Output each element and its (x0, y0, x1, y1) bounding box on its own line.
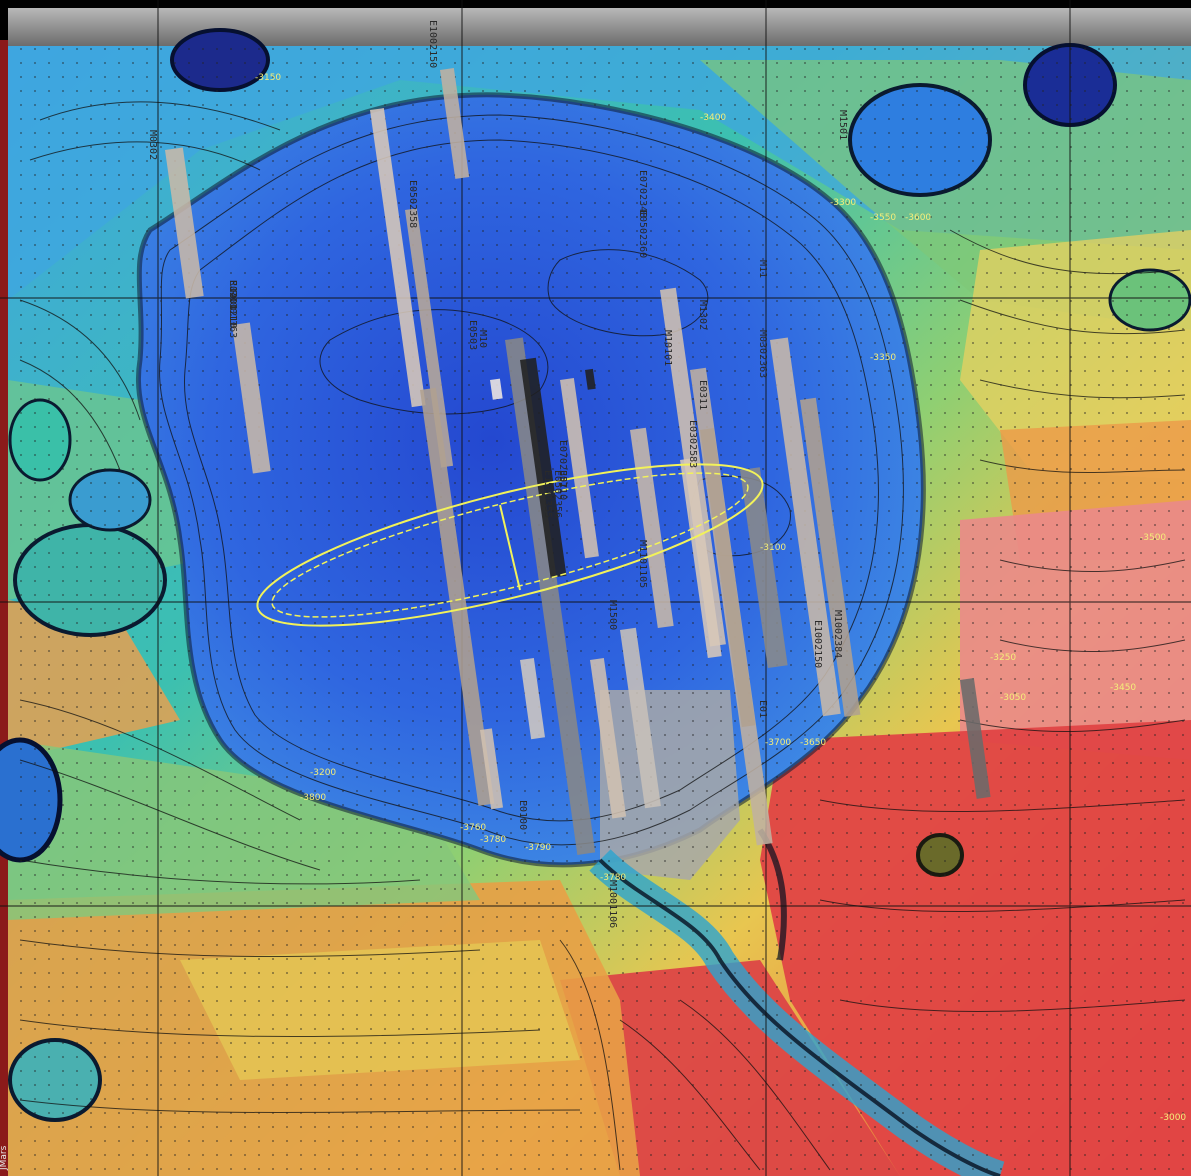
contour-label: -3780 (480, 835, 506, 845)
left-frame-strip (0, 40, 8, 1176)
strip-label: E0502360 (637, 210, 648, 258)
image-strip (770, 337, 841, 717)
landing-ellipse-group (256, 463, 764, 627)
strip-label: M1001106 (607, 880, 618, 928)
image-footprint-strips (164, 68, 991, 855)
image-strip (959, 678, 991, 799)
contour-label: -3100 (760, 543, 786, 553)
strip-label: M0302 (147, 130, 158, 160)
landing-ellipse-minor-axis (499, 504, 521, 591)
strip-label: M10 (477, 330, 488, 348)
contour-label: -3150 (255, 73, 281, 83)
contour-label: -3550 (870, 213, 896, 223)
strip-label: M1500 (607, 600, 618, 630)
strip-label: R0401218 (227, 280, 238, 328)
image-strip (505, 337, 596, 855)
strip-label: E0502356 (552, 470, 563, 518)
strip-label: E1200 (227, 280, 238, 310)
strip-label: M10101 (662, 330, 673, 366)
contour-label: -3760 (460, 823, 486, 833)
contour-label: -3780 (600, 873, 626, 883)
strip-labels: E1002150 M1002384 E0503 E0702357 E0702348 M10… (147, 20, 848, 928)
strip-label: E0702357 (557, 440, 568, 488)
strip-label: E0502358 (407, 180, 418, 228)
contour-label: -3450 (1110, 683, 1136, 693)
strip-label: E1002150 (427, 20, 438, 68)
image-strip (440, 68, 470, 179)
image-strip (680, 458, 722, 659)
image-strip (590, 658, 627, 819)
landing-ellipse-outer (256, 463, 764, 627)
strip-label: M11 (757, 260, 768, 278)
image-strip (480, 728, 504, 810)
contour-label: -3500 (1140, 533, 1166, 543)
strip-label: M1002384 (832, 610, 843, 658)
landing-ellipse-inner (271, 472, 749, 618)
strip-label: E0302583 (687, 420, 698, 468)
image-strip (520, 658, 545, 740)
contour-label: -3790 (525, 843, 551, 853)
contour-label: -3050 (1000, 693, 1026, 703)
contour-label: -3650 (800, 738, 826, 748)
image-strip (630, 427, 674, 629)
image-strip (585, 368, 596, 390)
contour-label: -3400 (700, 113, 726, 123)
strip-label: E01 (757, 700, 768, 718)
contour-label: -3800 (300, 793, 326, 803)
strip-label: M1101105 (637, 540, 648, 588)
image-strip (164, 147, 204, 299)
strip-label: E1500355 (542, 470, 553, 518)
strip-label: E0110 (557, 470, 568, 500)
strip-label: M1302 (697, 300, 708, 330)
contour-label: -3200 (310, 768, 336, 778)
contour-label: -3350 (870, 353, 896, 363)
image-strip (520, 357, 567, 578)
strip-label: E0503 (467, 320, 478, 350)
strip-label: R0001363 (227, 290, 238, 338)
image-strip (700, 428, 756, 728)
image-strip (490, 378, 503, 400)
contour-label: -3700 (765, 738, 791, 748)
strip-label: M1501 (837, 110, 848, 140)
strip-label: E0702348 (637, 170, 648, 218)
image-strip (560, 378, 599, 559)
image-strip (420, 387, 495, 806)
strip-label: E1002150 (812, 620, 823, 668)
left-edge-label: JMars (0, 1145, 9, 1171)
image-strip (620, 627, 661, 809)
strip-label: E0311 (697, 380, 708, 410)
dotted-grid (8, 46, 1191, 1176)
strip-label: M0302363 (757, 330, 768, 378)
image-strip (231, 322, 271, 474)
image-strip (800, 397, 861, 717)
image-strip (370, 108, 426, 408)
contour-label: -3600 (905, 213, 931, 223)
strip-label: E0100 (517, 800, 528, 830)
contour-label: -3300 (830, 198, 856, 208)
contour-label: -3000 (1160, 1113, 1186, 1123)
image-strip (405, 208, 454, 468)
contour-value-labels: -3780 -3790 -3800 -3760 -3700 -3650 -3600 -3550… (255, 73, 1186, 1123)
contour-label: -3250 (990, 653, 1016, 663)
image-strip (740, 467, 788, 669)
